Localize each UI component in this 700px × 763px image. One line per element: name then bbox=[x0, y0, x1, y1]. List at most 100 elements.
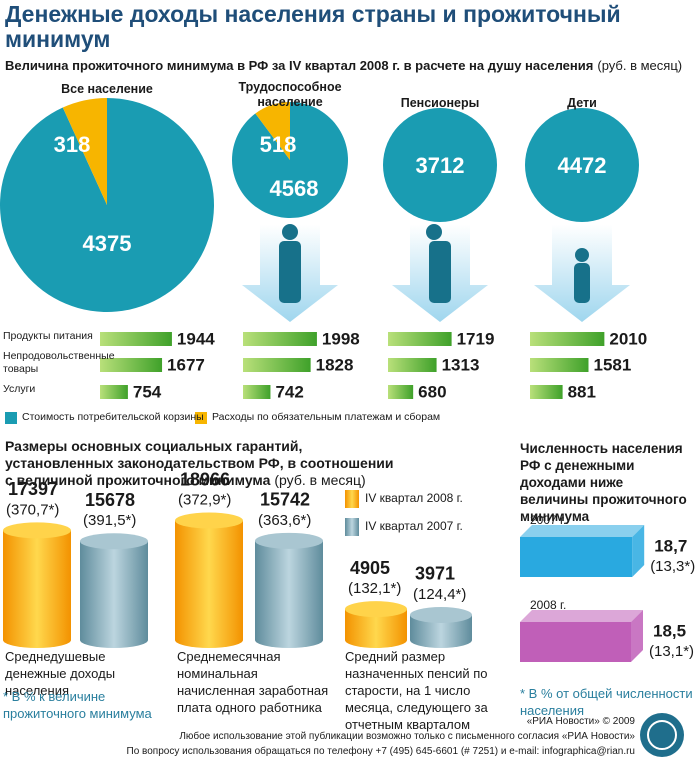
bar bbox=[100, 385, 128, 399]
bar-value: 1944 bbox=[177, 329, 215, 348]
cylinder bbox=[345, 609, 407, 648]
pie-slice bbox=[62, 98, 107, 205]
group-name: Все население bbox=[61, 82, 153, 96]
legend-swatch bbox=[195, 412, 207, 424]
pie-slice bbox=[525, 108, 639, 222]
pie-label: 518 bbox=[260, 132, 297, 157]
bar bbox=[243, 358, 311, 372]
silhouette-head bbox=[426, 224, 442, 240]
cylinder-top bbox=[80, 533, 148, 550]
credit-line: «РИА Новости» © 2009 bbox=[526, 716, 635, 727]
cylinder-top bbox=[3, 522, 71, 539]
share-label: (370,7*) bbox=[6, 501, 59, 518]
cylinder bbox=[255, 540, 323, 648]
bar bbox=[243, 332, 317, 346]
bar-value: 881 bbox=[568, 382, 596, 401]
cylinder-top bbox=[410, 606, 472, 623]
cylinder-top bbox=[255, 532, 323, 549]
silhouette-body bbox=[574, 263, 590, 303]
pie-label: 4375 bbox=[83, 231, 132, 256]
box bbox=[520, 537, 633, 577]
item-label: Среднедушевые денежные доходы населения bbox=[5, 649, 116, 698]
bar-value: 1313 bbox=[442, 355, 480, 374]
pie-slice bbox=[255, 102, 290, 160]
pie-label: 4568 bbox=[270, 176, 319, 201]
value-label: 18966 bbox=[180, 469, 230, 489]
share-label: (13,1*) bbox=[649, 643, 694, 660]
value-label: 15742 bbox=[260, 490, 310, 510]
cylinder-top bbox=[175, 512, 243, 529]
footnote: * В % к величине прожиточного минимума bbox=[3, 689, 152, 721]
legend-swatch bbox=[345, 518, 359, 536]
title: Денежные доходы населения страны и прожи… bbox=[5, 1, 621, 52]
share-label: (132,1*) bbox=[348, 580, 401, 597]
silhouette-head bbox=[282, 224, 298, 240]
subtitle-unit: (руб. в месяц) bbox=[597, 58, 683, 73]
cylinder-top bbox=[345, 601, 407, 618]
bar-category: Услуги bbox=[3, 383, 36, 395]
silhouette-body bbox=[279, 241, 301, 303]
pie-label: 318 bbox=[54, 132, 91, 157]
bar bbox=[388, 332, 452, 346]
section-title: Численность населения РФ с денежными дох… bbox=[520, 441, 687, 524]
logo-ring bbox=[647, 720, 677, 750]
legend-label: Расходы по обязательным платежам и сбора… bbox=[212, 411, 441, 423]
item-label: Среднемесячная номинальная начисленная з… bbox=[177, 649, 329, 715]
bar-value: 742 bbox=[275, 382, 303, 401]
legend-swatch bbox=[345, 490, 359, 508]
legend-swatch bbox=[5, 412, 17, 424]
bar bbox=[388, 385, 414, 399]
silhouette-head bbox=[575, 248, 589, 262]
pie-slice bbox=[231, 102, 348, 218]
bar-value: 2010 bbox=[609, 329, 647, 348]
group-name: Пенсионеры bbox=[400, 96, 480, 110]
bar-value: 754 bbox=[133, 382, 162, 401]
bar bbox=[100, 332, 172, 346]
bar-value: 1581 bbox=[593, 355, 631, 374]
box-side bbox=[632, 525, 645, 577]
bar bbox=[100, 358, 163, 372]
cylinder bbox=[410, 614, 472, 648]
item-label: Средний размер назначенных пенсий по ста… bbox=[345, 649, 488, 732]
share-label: (363,6*) bbox=[258, 512, 311, 529]
value-label: 18,7 bbox=[654, 536, 687, 555]
bar bbox=[530, 385, 563, 399]
cylinder bbox=[80, 541, 148, 648]
pie-label: 4472 bbox=[558, 153, 607, 178]
bar-category: Непродовольственные товары bbox=[3, 350, 115, 375]
share-label: (13,3*) bbox=[650, 558, 695, 575]
legend-label: IV квартал 2008 г. bbox=[365, 491, 463, 505]
legend-label: Стоимость потребительской корзины bbox=[22, 411, 204, 423]
group-name: Трудоспособное население bbox=[238, 80, 342, 109]
share-label: (391,5*) bbox=[83, 512, 136, 529]
section-title: Размеры основных социальных гарантий, ус… bbox=[5, 438, 394, 488]
legend-label: IV квартал 2007 г. bbox=[365, 519, 463, 533]
bar bbox=[388, 358, 437, 372]
value-label: 17397 bbox=[8, 479, 58, 499]
bar-value: 680 bbox=[418, 382, 446, 401]
bar bbox=[530, 332, 605, 346]
group-name: Дети bbox=[567, 96, 597, 110]
bar-value: 1719 bbox=[457, 329, 495, 348]
bar-value: 1677 bbox=[167, 355, 205, 374]
value-label: 3971 bbox=[415, 564, 455, 584]
value-label: 15678 bbox=[85, 490, 135, 510]
bar bbox=[530, 358, 589, 372]
share-label: (124,4*) bbox=[413, 586, 466, 603]
footnote: * В % от общей численности населения bbox=[520, 686, 693, 718]
value-label: 18,5 bbox=[653, 621, 686, 640]
bar-value: 1998 bbox=[322, 329, 360, 348]
credit-line: По вопросу использования обращаться по т… bbox=[126, 746, 636, 757]
box bbox=[520, 622, 631, 662]
bar-category: Продукты питания bbox=[3, 330, 93, 342]
bar-value: 1828 bbox=[316, 355, 354, 374]
section-unit: (руб. в месяц) bbox=[274, 472, 366, 488]
cylinder bbox=[3, 530, 71, 648]
year-label: 2007 г. bbox=[530, 513, 567, 527]
cylinder bbox=[175, 520, 243, 648]
pie-label: 3712 bbox=[416, 153, 465, 178]
box-top bbox=[520, 610, 643, 622]
subtitle: Величина прожиточного минимума в РФ за I… bbox=[5, 58, 683, 73]
